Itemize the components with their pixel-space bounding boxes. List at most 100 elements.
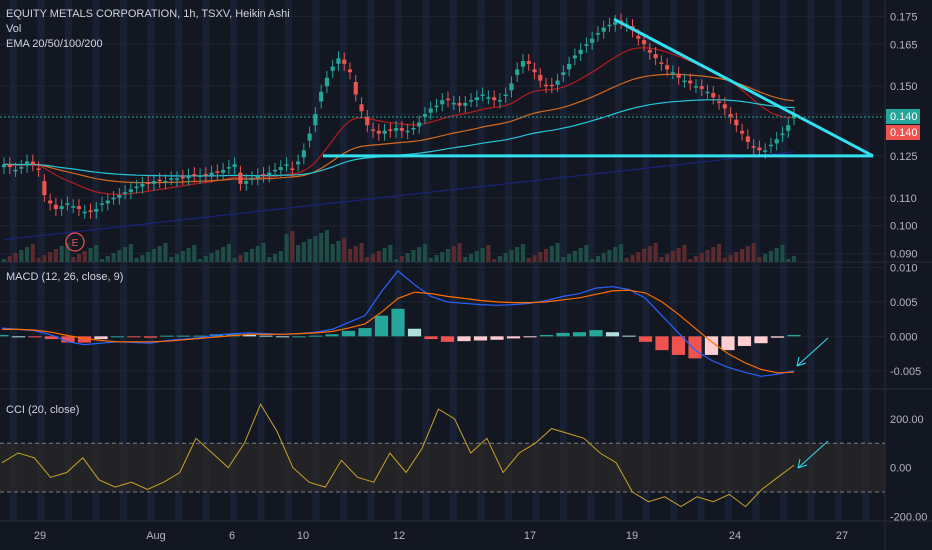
event-circle[interactable]	[65, 232, 85, 252]
cci-title[interactable]: CCI (20, close)	[6, 404, 80, 416]
axes: 0.175 0.165 0.150 0.125 0.110 0.100 0.090 0.140…	[0, 11, 927, 542]
volume-bar	[399, 256, 404, 262]
candle	[36, 168, 41, 170]
price-tick-label: 0.165	[890, 39, 918, 51]
volume-bar	[19, 250, 24, 262]
trendlines[interactable]	[323, 17, 874, 158]
volume-label[interactable]: Vol	[6, 23, 22, 35]
volume-bar	[267, 257, 272, 262]
volume-bar	[699, 253, 704, 262]
candle	[572, 55, 577, 59]
signal-line	[2, 289, 795, 374]
volume-bar	[786, 259, 791, 262]
candle	[394, 128, 399, 131]
candle	[699, 86, 704, 89]
macd-histogram-bar	[176, 335, 191, 337]
macd-histogram-bar	[94, 336, 108, 340]
candle	[261, 174, 266, 176]
volume-bar	[140, 255, 145, 262]
macd-histogram-bar	[143, 336, 158, 338]
candle	[722, 104, 727, 109]
macd-histogram-bar	[77, 336, 92, 343]
macd-histogram-bar	[358, 328, 372, 337]
candle	[728, 114, 733, 117]
candle	[255, 175, 260, 179]
macd-histogram-bar	[61, 336, 75, 343]
candle	[451, 102, 456, 105]
candle	[313, 114, 318, 126]
price-badge-label: 0.140	[890, 127, 918, 139]
time-tick-label: 10	[297, 530, 309, 542]
candle	[244, 181, 249, 184]
session-band	[807, 0, 815, 520]
macd-histogram-bar	[193, 335, 207, 337]
volume-bar	[705, 250, 710, 262]
candle	[474, 97, 479, 101]
volume-bar	[647, 246, 652, 262]
volume-bar	[146, 252, 151, 262]
candle	[347, 69, 353, 73]
macd-histogram-bar	[127, 336, 141, 338]
candle	[19, 167, 24, 169]
volume-bar	[636, 252, 641, 262]
candle	[272, 169, 278, 172]
candle	[561, 72, 566, 75]
time-tick-label: 29	[34, 530, 46, 542]
macd-arrow	[796, 337, 829, 367]
candle	[676, 73, 681, 78]
volume-bar	[711, 247, 716, 262]
cci-tick-label: 0.00	[890, 463, 911, 475]
volume-bar	[595, 256, 601, 262]
earnings-event-marker[interactable]: E	[65, 232, 85, 252]
candle	[509, 83, 514, 91]
volume-bar	[36, 258, 41, 262]
macd-legend: MACD (12, 26, close, 9)	[6, 270, 123, 285]
time-tick-label: 19	[626, 530, 638, 542]
symbol-title[interactable]: EQUITY METALS CORPORATION, 1h, TSXV, Hei…	[6, 8, 290, 20]
volume-bar	[76, 254, 82, 262]
candle	[65, 203, 70, 205]
cci-band-fill	[0, 443, 885, 492]
macd-histogram-bar	[160, 335, 174, 337]
ema-label[interactable]: EMA 20/50/100/200	[6, 38, 103, 50]
volume-bar	[405, 253, 410, 262]
volume-bar	[186, 248, 191, 262]
candle	[780, 133, 785, 136]
volume-bar	[353, 246, 358, 262]
volume-bar	[71, 257, 76, 262]
candle	[42, 181, 47, 196]
candle	[111, 197, 116, 200]
volume-bar	[693, 256, 699, 262]
volume-bar	[440, 252, 445, 262]
volume-bar	[151, 249, 157, 262]
macd-histogram-bar	[11, 336, 26, 338]
volume-bar	[688, 259, 693, 262]
volume-bar	[382, 248, 387, 262]
volume-bar	[411, 250, 416, 262]
candle	[745, 136, 750, 142]
volume-bar	[445, 249, 451, 262]
candle	[653, 54, 658, 59]
candle	[555, 80, 560, 85]
session-band	[505, 0, 512, 520]
candle	[336, 58, 341, 64]
macd-histogram-bar	[490, 336, 504, 340]
macd-histogram-bar	[704, 336, 719, 355]
candle	[497, 100, 502, 102]
candle	[763, 150, 768, 152]
candle	[1, 164, 7, 168]
volume-bar	[665, 254, 670, 262]
legend: EQUITY METALS CORPORATION, 1h, TSXV, Hei…	[6, 7, 290, 52]
volume-bar	[53, 249, 58, 262]
candle	[422, 114, 428, 117]
macd-line	[1, 270, 795, 377]
candle	[221, 169, 226, 173]
macd-histogram-bar	[44, 336, 59, 340]
cci-arrow	[797, 440, 829, 469]
volume-bar	[128, 244, 133, 262]
cci-tick-label: 200.00	[890, 414, 924, 426]
candle	[670, 72, 675, 74]
macd-title[interactable]: MACD (12, 26, close, 9)	[6, 271, 124, 283]
candle	[105, 200, 110, 204]
